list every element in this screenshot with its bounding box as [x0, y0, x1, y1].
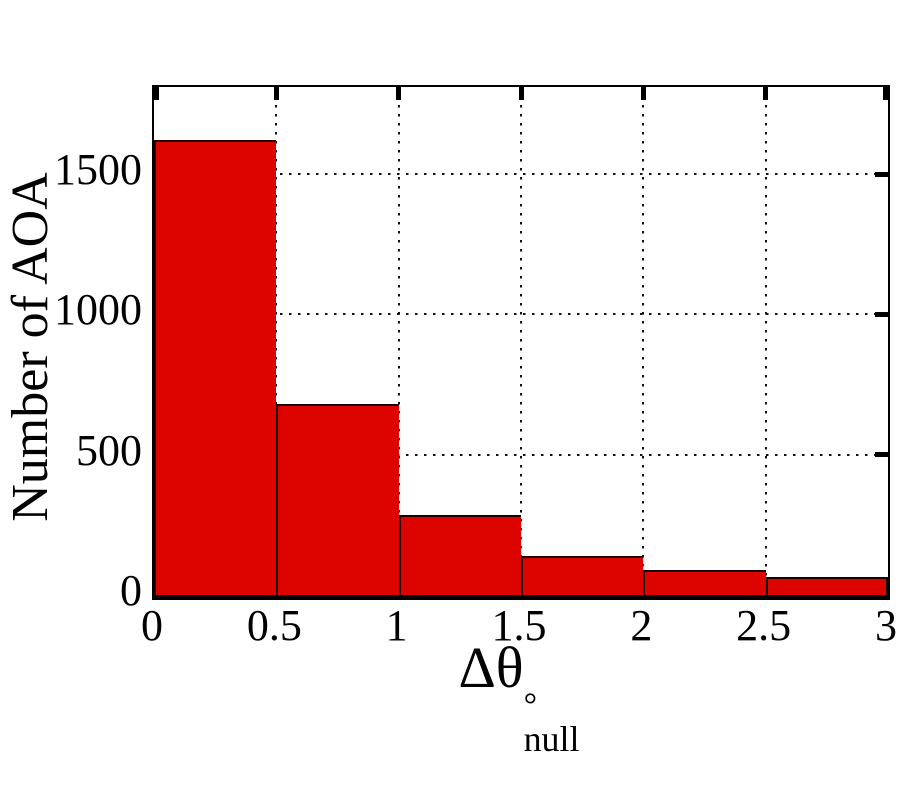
x-tick-label: 2.5 [736, 601, 792, 650]
axis-tick-top [883, 87, 888, 100]
y-tick-label: 0 [120, 565, 142, 615]
axis-tick-top [763, 87, 769, 100]
y-axis-label: Number of AOA [2, 172, 59, 522]
x-tick-label: 0.5 [246, 601, 302, 650]
histogram-bar [398, 515, 521, 595]
x-gridline [642, 87, 645, 595]
axis-tick-top [640, 87, 646, 100]
x-gridline [397, 87, 400, 595]
degree-symbol: ° [523, 687, 538, 724]
axis-tick-top [154, 87, 159, 100]
x-tick-label: 3 [875, 601, 897, 650]
x-tick-label: 1 [385, 601, 408, 650]
x-axis-label: Δθ ° null [152, 633, 886, 759]
x-tick-label: 2 [630, 601, 653, 650]
y-tick-label: 1000 [54, 285, 142, 335]
y-tick-label: 1500 [54, 144, 142, 194]
x-gridline [764, 87, 767, 595]
axis-tick-top [273, 87, 279, 100]
histogram-bar [154, 140, 277, 595]
histogram-bar [643, 569, 766, 595]
axis-tick-right [875, 171, 888, 177]
x-axis-label-base: Δθ [458, 635, 524, 700]
x-axis-label-stack: ° null [523, 687, 580, 760]
histogram-bar [276, 404, 399, 595]
x-axis-label-subscript: null [523, 719, 580, 760]
histogram-bar [765, 576, 888, 595]
axis-tick-right [875, 452, 888, 458]
x-gridline [520, 87, 522, 595]
axis-tick-top [518, 87, 524, 100]
x-gridline [275, 87, 278, 595]
y-tick-label: 500 [76, 425, 142, 475]
axis-tick-top [396, 87, 402, 100]
x-tick-label: 0 [141, 601, 163, 650]
plot-area [152, 85, 890, 600]
histogram-bar [521, 555, 644, 595]
axis-tick-right [875, 311, 888, 317]
x-tick-label: 1.5 [491, 601, 547, 650]
